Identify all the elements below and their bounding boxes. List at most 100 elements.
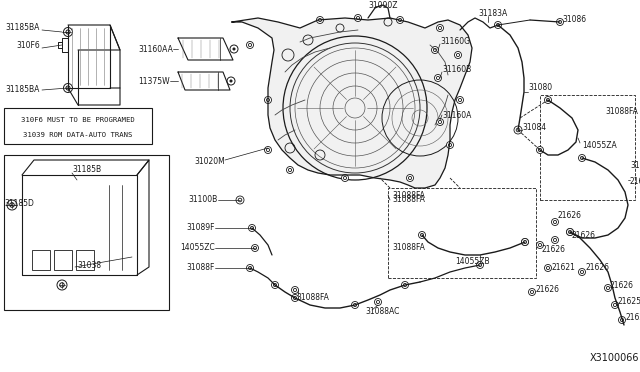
Circle shape [545,96,552,103]
Text: 21626: 21626 [572,231,596,240]
Circle shape [271,282,278,289]
Circle shape [522,238,529,246]
Circle shape [293,288,296,292]
Circle shape [264,147,271,154]
Text: 21625: 21625 [618,298,640,307]
Circle shape [317,16,323,23]
Text: 21625: 21625 [625,314,640,323]
Text: 31160G: 31160G [440,38,470,46]
Circle shape [66,86,70,90]
Circle shape [580,156,584,160]
Circle shape [479,263,481,267]
Circle shape [376,301,380,304]
Circle shape [538,148,541,151]
Circle shape [291,295,298,301]
Text: 31088FA: 31088FA [605,108,638,116]
Text: 21626: 21626 [535,285,559,295]
Circle shape [431,46,438,54]
Circle shape [438,26,442,30]
Circle shape [57,280,67,290]
Text: 31038: 31038 [77,260,101,269]
Text: 31183A: 31183A [478,10,508,19]
Circle shape [236,196,244,204]
Circle shape [566,228,573,235]
Circle shape [342,174,349,182]
Circle shape [524,240,527,244]
Text: 21626: 21626 [558,211,582,219]
Text: 31086: 31086 [562,16,586,25]
Circle shape [266,99,269,102]
Text: 31084: 31084 [522,124,546,132]
Circle shape [522,238,529,246]
Text: 31185B: 31185B [72,166,101,174]
Text: 31090Z: 31090Z [368,1,397,10]
Circle shape [438,121,442,124]
Circle shape [289,169,292,171]
Circle shape [618,317,625,324]
Circle shape [253,246,257,250]
Circle shape [547,99,550,102]
Circle shape [374,298,381,305]
Text: 11375W: 11375W [138,77,170,86]
Circle shape [516,128,520,132]
Circle shape [433,48,436,52]
Circle shape [264,96,271,103]
Circle shape [495,22,502,29]
Circle shape [529,289,536,295]
Circle shape [531,291,534,294]
Bar [388,188,536,278]
Circle shape [355,15,362,22]
Circle shape [63,83,72,93]
Circle shape [230,80,232,82]
Text: 31088FA: 31088FA [296,294,329,302]
Text: 31088AC: 31088AC [365,308,399,317]
Circle shape [246,42,253,48]
Circle shape [353,304,356,307]
Circle shape [238,198,242,202]
Circle shape [514,126,522,134]
Circle shape [401,282,408,289]
Bar [76,250,94,270]
Circle shape [566,228,573,235]
Circle shape [613,304,616,307]
Circle shape [403,283,406,286]
Circle shape [497,23,500,26]
Circle shape [344,176,347,180]
Circle shape [233,48,236,50]
Circle shape [227,77,235,85]
Circle shape [351,301,358,308]
Circle shape [545,264,552,272]
Circle shape [419,231,426,238]
Circle shape [456,54,460,57]
Text: 31100B: 31100B [189,196,218,205]
Circle shape [66,30,70,34]
Circle shape [7,200,17,210]
Circle shape [436,25,444,32]
Circle shape [454,51,461,58]
Circle shape [273,283,276,286]
Circle shape [568,230,572,234]
Circle shape [436,119,444,125]
Text: 14055ZB: 14055ZB [455,257,490,266]
Circle shape [399,19,401,22]
Text: 31160B: 31160B [442,65,471,74]
Circle shape [579,154,586,161]
Text: 310F6 MUST TO BE PROGRAMED: 310F6 MUST TO BE PROGRAMED [21,117,135,123]
Circle shape [447,141,454,148]
Circle shape [248,44,252,46]
Circle shape [435,74,442,81]
Text: 21626: 21626 [585,263,609,273]
Circle shape [559,20,561,23]
Text: 31039 ROM DATA-AUTO TRANS: 31039 ROM DATA-AUTO TRANS [23,132,132,138]
Circle shape [420,233,424,237]
Circle shape [248,266,252,270]
Text: 31088F: 31088F [187,263,215,273]
Text: 21621: 21621 [552,263,576,273]
Circle shape [538,243,541,247]
Circle shape [319,19,321,22]
Circle shape [554,221,557,224]
Circle shape [620,318,623,321]
Circle shape [552,237,559,244]
Text: 21626: 21626 [542,246,566,254]
Circle shape [287,167,294,173]
